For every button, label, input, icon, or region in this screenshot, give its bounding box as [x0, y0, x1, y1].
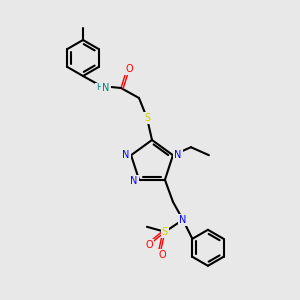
- Text: N: N: [130, 176, 138, 186]
- Text: S: S: [162, 227, 168, 237]
- Text: N: N: [122, 150, 130, 160]
- Text: N: N: [174, 150, 182, 160]
- Text: H: H: [96, 83, 102, 92]
- Text: O: O: [158, 250, 166, 260]
- Text: S: S: [144, 113, 150, 123]
- Text: N: N: [102, 83, 110, 93]
- Text: N: N: [179, 215, 187, 225]
- Text: O: O: [145, 240, 153, 250]
- Text: O: O: [125, 64, 133, 74]
